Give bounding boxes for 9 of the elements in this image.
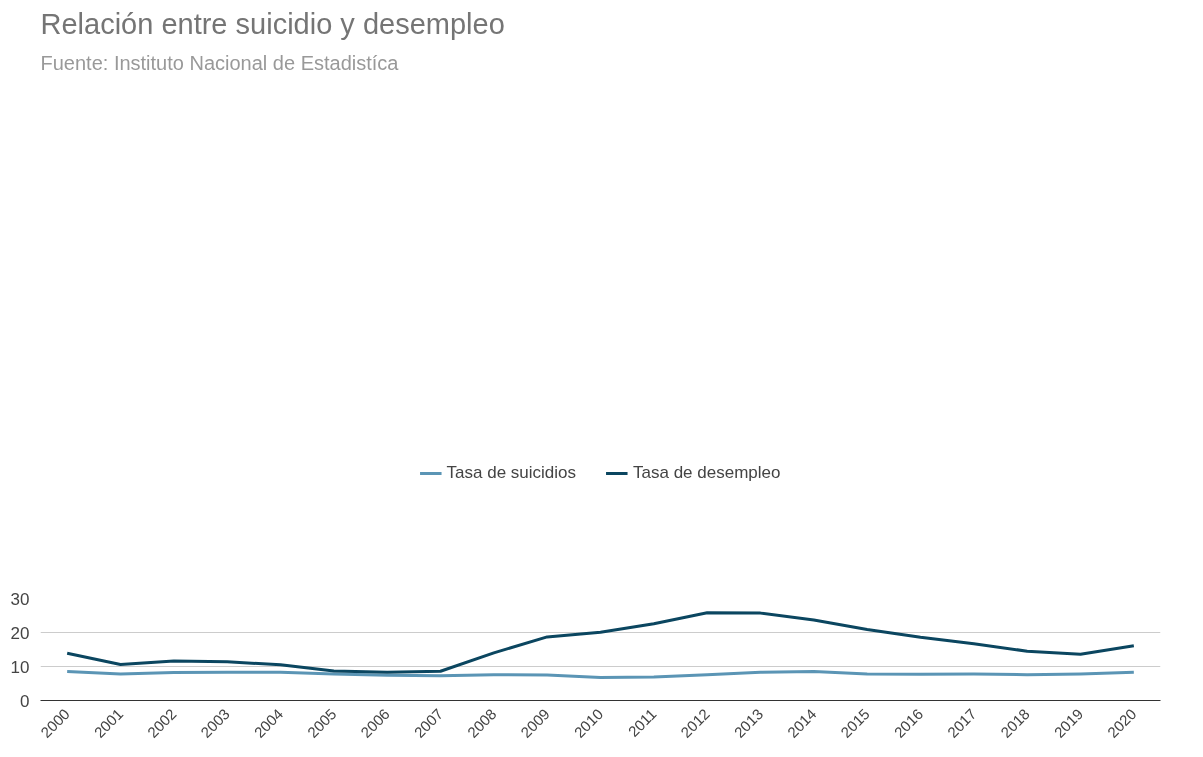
chart-subtitle: Fuente: Instituto Nacional de Estadistíca: [40, 51, 400, 74]
chart-title: Relación entre suicidio y desempleo: [40, 7, 505, 40]
legend-label: Tasa de desempleo: [633, 463, 781, 483]
y-tick-label: 10: [10, 657, 30, 677]
legend-label: Tasa de suicidios: [446, 463, 577, 483]
y-tick-label: 0: [20, 691, 30, 711]
line-series: [65, 611, 1136, 674]
y-tick-label: 30: [10, 589, 30, 609]
y-tick-label: 20: [10, 623, 30, 643]
